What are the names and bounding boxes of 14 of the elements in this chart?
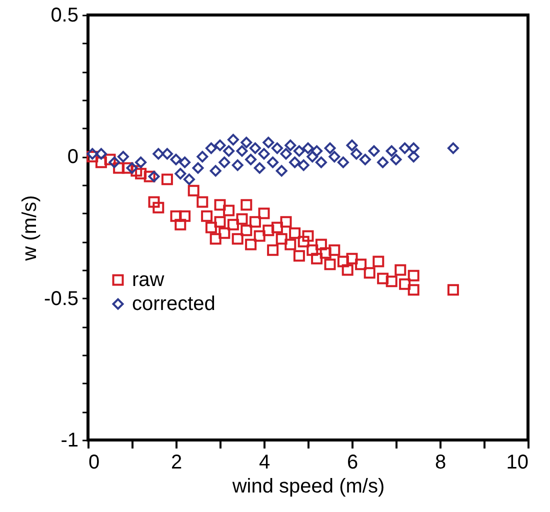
x-tick-label: 0 [88,452,100,474]
x-axis-title: wind speed (m/s) [231,476,385,498]
x-tick-label: 4 [258,452,270,474]
y-tick-label: 0.5 [50,4,78,26]
legend-label: corrected [132,293,216,315]
y-axis-title: w (m/s) [19,195,42,262]
y-tick-label: -1 [60,430,78,452]
x-tick-label: 6 [346,452,358,474]
x-tick-label: 2 [170,452,182,474]
legend-label: raw [132,269,165,291]
y-tick-label: -0.5 [44,288,78,310]
y-tick-label: 0 [67,146,78,168]
x-tick-label: 10 [506,452,528,474]
x-tick-label: 8 [434,452,446,474]
